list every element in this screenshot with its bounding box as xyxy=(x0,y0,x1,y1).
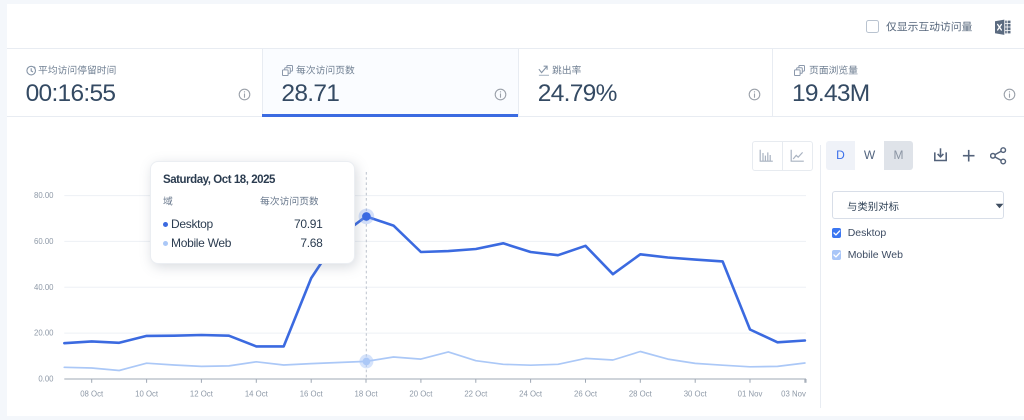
svg-text:40.00: 40.00 xyxy=(34,283,54,292)
svg-text:14 Oct: 14 Oct xyxy=(245,390,269,399)
svg-text:30 Oct: 30 Oct xyxy=(684,390,708,399)
svg-text:03 Nov: 03 Nov xyxy=(781,390,806,399)
svg-text:12 Oct: 12 Oct xyxy=(190,390,214,399)
svg-text:20.00: 20.00 xyxy=(34,329,54,338)
svg-text:24 Oct: 24 Oct xyxy=(519,390,543,399)
svg-text:26 Oct: 26 Oct xyxy=(574,390,598,399)
svg-text:18 Oct: 18 Oct xyxy=(355,390,379,399)
svg-text:01 Nov: 01 Nov xyxy=(738,390,763,399)
svg-text:10 Oct: 10 Oct xyxy=(135,390,159,399)
svg-text:08 Oct: 08 Oct xyxy=(80,390,104,399)
svg-text:60.00: 60.00 xyxy=(34,237,54,246)
svg-text:0.00: 0.00 xyxy=(38,375,54,384)
svg-text:80.00: 80.00 xyxy=(34,191,54,200)
svg-text:20 Oct: 20 Oct xyxy=(409,390,433,399)
svg-text:28 Oct: 28 Oct xyxy=(629,390,653,399)
svg-text:16 Oct: 16 Oct xyxy=(300,390,324,399)
svg-text:22 Oct: 22 Oct xyxy=(464,390,488,399)
